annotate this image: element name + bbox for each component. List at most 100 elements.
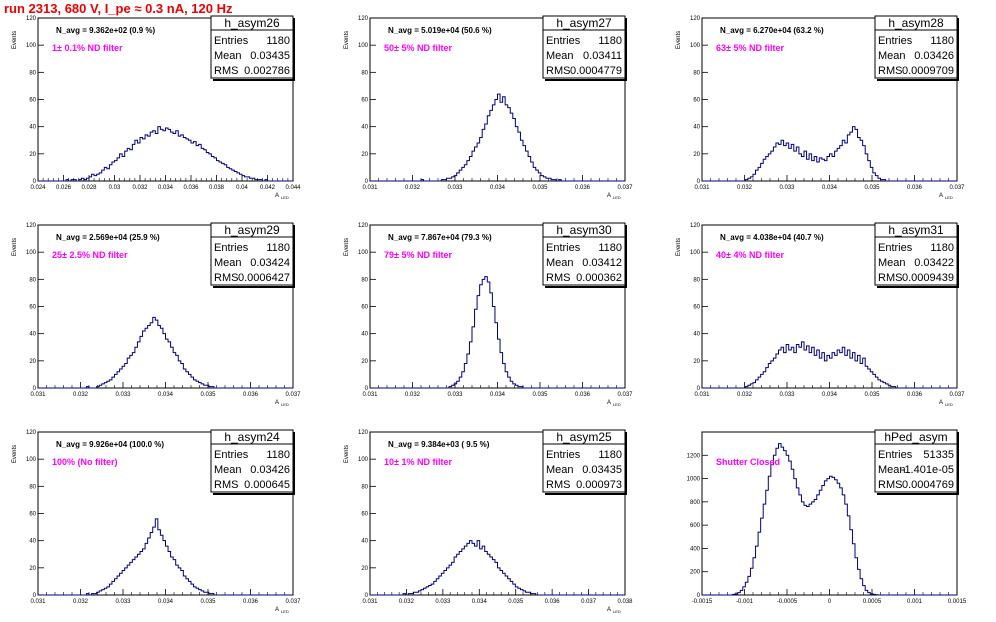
stats-value-entries: 51335 bbox=[923, 449, 954, 461]
y-tick-label: 800 bbox=[690, 500, 701, 506]
x-tick-label: 0.038 bbox=[209, 185, 225, 191]
y-tick-label: 60 bbox=[361, 305, 368, 311]
filter-annotation: 10± 1% ND filter bbox=[384, 457, 452, 467]
y-tick-label: 40 bbox=[693, 125, 700, 131]
y-tick-label: 100 bbox=[690, 43, 701, 49]
page-title: run 2313, 680 V, I_pe ≈ 0.3 nA, 120 Hz bbox=[4, 1, 233, 16]
y-tick-label: 0 bbox=[33, 593, 37, 599]
y-tick-label: 0 bbox=[365, 179, 369, 185]
stats-label-entries: Entries bbox=[878, 242, 913, 254]
histogram-name: h_asym31 bbox=[888, 223, 944, 237]
stats-label-mean: Mean bbox=[546, 464, 574, 476]
y-tick-label: 20 bbox=[361, 566, 368, 572]
x-tick-label: 0.035 bbox=[200, 599, 216, 605]
x-tick-label: 0.0015 bbox=[948, 599, 967, 605]
y-tick-label: 40 bbox=[693, 332, 700, 338]
navg-label: N_avg = 9.926e+04 (100.0 %) bbox=[56, 440, 164, 449]
stats-value-rms: 0.0009439 bbox=[902, 272, 954, 284]
histogram-panel-h_asym28: 0 20 40 60 80 100 120 0.031 0.032 0.033 0.034 0.035… bbox=[676, 15, 965, 200]
y-tick-label: 100 bbox=[26, 250, 37, 256]
histogram-series bbox=[370, 93, 625, 182]
y-tick-label: 80 bbox=[693, 277, 700, 283]
x-tick-label: 0.024 bbox=[30, 185, 46, 191]
histogram-panel-h_asym29: 0 20 40 60 80 100 120 0.031 0.032 0.033 0.034 0.035… bbox=[12, 222, 301, 407]
stats-label-entries: Entries bbox=[214, 242, 249, 254]
stats-label-mean: Mean bbox=[878, 464, 906, 476]
x-tick-label: 0 bbox=[828, 599, 832, 605]
x-tick-label: 0.034 bbox=[472, 599, 488, 605]
y-tick-label: 120 bbox=[358, 223, 369, 229]
navg-label: N_avg = 4.038e+04 (40.7 %) bbox=[720, 233, 824, 242]
stats-value-mean: 0.03426 bbox=[914, 50, 954, 62]
x-tick-label: 0.033 bbox=[435, 599, 451, 605]
x-tick-label: 0.034 bbox=[822, 392, 838, 398]
stats-value-rms: 0.0004769 bbox=[902, 479, 954, 491]
stats-value-entries: 1180 bbox=[930, 35, 954, 47]
stats-label-rms: RMS bbox=[546, 65, 570, 77]
filter-annotation: 79± 5% ND filter bbox=[384, 250, 452, 260]
y-tick-label: 60 bbox=[361, 512, 368, 518]
filter-annotation: 50± 5% ND filter bbox=[384, 43, 452, 53]
stats-label-mean: Mean bbox=[214, 50, 242, 62]
y-tick-label: 0 bbox=[697, 593, 701, 599]
x-tick-label: 0.035 bbox=[200, 392, 216, 398]
histogram-series bbox=[370, 276, 625, 389]
histogram-panel-h_asym26: 0 20 40 60 80 100 120 0.024 0.026 0.028 0.03 0.032 0… bbox=[12, 15, 301, 200]
y-tick-label: 80 bbox=[361, 484, 368, 490]
x-tick-label: 0.036 bbox=[545, 599, 561, 605]
x-tick-label: 0.031 bbox=[362, 185, 378, 191]
x-axis-label: A bbox=[275, 607, 279, 613]
histogram-name: h_asym27 bbox=[556, 16, 612, 30]
y-tick-label: 400 bbox=[690, 546, 701, 552]
x-axis-label: A bbox=[939, 193, 943, 199]
x-tick-label: 0.032 bbox=[73, 599, 89, 605]
stats-label-mean: Mean bbox=[878, 50, 906, 62]
x-tick-label: 0.031 bbox=[362, 599, 378, 605]
filter-annotation: 25± 2.5% ND filter bbox=[52, 250, 128, 260]
stats-value-entries: 1180 bbox=[598, 35, 622, 47]
y-tick-label: 60 bbox=[29, 305, 36, 311]
y-tick-label: 80 bbox=[361, 277, 368, 283]
x-tick-label: 0.031 bbox=[694, 185, 710, 191]
histogram-panel-h_asym30: 0 20 40 60 80 100 120 0.031 0.032 0.033 0.034 0.035… bbox=[344, 222, 633, 407]
x-tick-label: 0.037 bbox=[617, 185, 633, 191]
stats-label-entries: Entries bbox=[214, 35, 249, 47]
navg-label: N_avg = 9.362e+02 (0.9 %) bbox=[56, 26, 156, 35]
stats-label-mean: Mean bbox=[214, 464, 242, 476]
y-tick-label: 0 bbox=[365, 386, 369, 392]
x-axis-label-subscript: LED bbox=[281, 402, 289, 407]
y-axis-label: Events bbox=[12, 31, 18, 49]
histogram-series bbox=[38, 316, 293, 389]
y-tick-label: 120 bbox=[690, 223, 701, 229]
y-tick-label: 80 bbox=[29, 277, 36, 283]
x-axis-label-subscript: LED bbox=[281, 609, 289, 614]
navg-label: N_avg = 6.270e+04 (63.2 %) bbox=[720, 26, 824, 35]
y-tick-label: 60 bbox=[29, 98, 36, 104]
stats-box bbox=[874, 222, 958, 286]
x-tick-label: 0.042 bbox=[260, 185, 276, 191]
stats-label-entries: Entries bbox=[546, 35, 581, 47]
x-tick-label: 0.034 bbox=[158, 185, 174, 191]
filter-annotation: Shutter Closed bbox=[716, 457, 780, 467]
x-tick-label: 0.037 bbox=[285, 599, 301, 605]
x-tick-label: 0.036 bbox=[183, 185, 199, 191]
x-tick-label: 0.034 bbox=[158, 392, 174, 398]
x-axis-label: A bbox=[607, 400, 611, 406]
y-tick-label: 100 bbox=[26, 457, 37, 463]
x-tick-label: 0.03 bbox=[109, 185, 121, 191]
x-tick-label: 0.034 bbox=[158, 599, 174, 605]
x-tick-label: 0.001 bbox=[907, 599, 923, 605]
x-tick-label: 0.031 bbox=[694, 392, 710, 398]
y-tick-label: 120 bbox=[358, 16, 369, 22]
histogram-name: h_asym24 bbox=[224, 430, 280, 444]
stats-value-mean: 0.03426 bbox=[250, 464, 290, 476]
x-tick-label: -0.0005 bbox=[777, 599, 798, 605]
x-tick-label: 0.037 bbox=[581, 599, 597, 605]
histogram-panel-h_asym27: 0 20 40 60 80 100 120 0.031 0.032 0.033 0.034 0.035… bbox=[344, 15, 633, 200]
x-tick-label: 0.033 bbox=[115, 392, 131, 398]
x-axis-label: A bbox=[939, 400, 943, 406]
histogram-panel-h_asym25: 0 20 40 60 80 100 120 0.031 0.032 0.033 0.034 0.035… bbox=[344, 429, 633, 614]
x-tick-label: -0.001 bbox=[736, 599, 754, 605]
stats-label-entries: Entries bbox=[878, 35, 913, 47]
stats-value-rms: 0.000973 bbox=[576, 479, 622, 491]
